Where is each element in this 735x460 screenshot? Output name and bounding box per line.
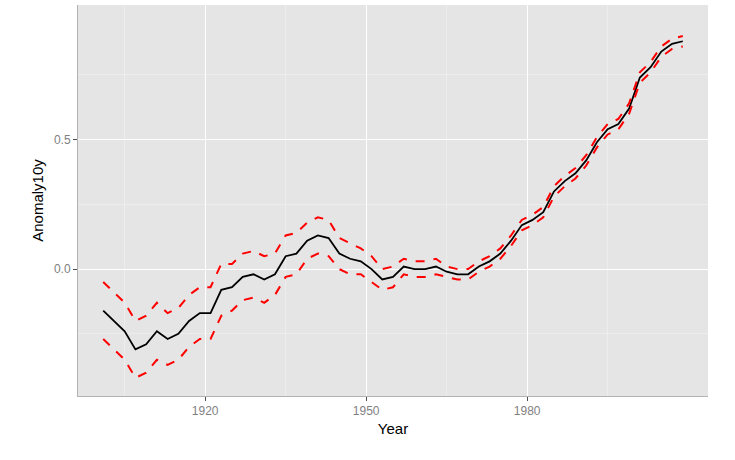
svg-text:1980: 1980: [514, 404, 541, 418]
svg-text:Year: Year: [378, 420, 408, 437]
svg-text:1920: 1920: [192, 404, 219, 418]
svg-text:0.0: 0.0: [54, 262, 71, 276]
svg-text:Anomaly10y: Anomaly10y: [29, 159, 46, 242]
svg-text:0.5: 0.5: [54, 133, 71, 147]
svg-text:1950: 1950: [353, 404, 380, 418]
